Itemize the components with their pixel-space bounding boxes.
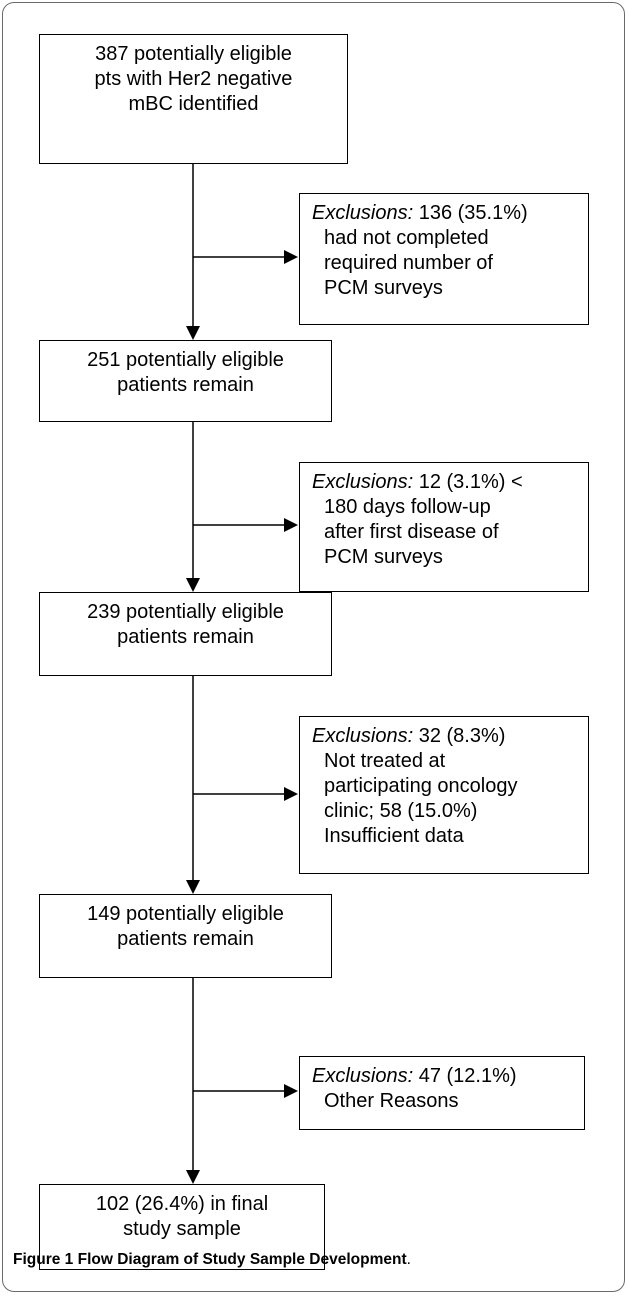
down-arrowheads bbox=[186, 326, 200, 1184]
exclusion-3-label: Exclusions: bbox=[312, 725, 414, 747]
exclusion-4-first-line: Exclusions: 47 (12.1%) bbox=[312, 1064, 584, 1089]
exclusion-2-first-line: Exclusions: 12 (3.1%) < bbox=[312, 470, 588, 495]
exclusion-box-2: Exclusions: 12 (3.1%) < 180 days follow-… bbox=[299, 462, 589, 592]
step-1-line-3: mBC identified bbox=[128, 93, 259, 115]
exclusion-2-line-3: after first disease of bbox=[324, 521, 499, 543]
arrowhead-right-1 bbox=[284, 250, 298, 264]
arrowhead-right-3 bbox=[284, 787, 298, 801]
step-5-line-2: study sample bbox=[123, 1218, 241, 1240]
arrowhead-right-4 bbox=[284, 1084, 298, 1098]
step-4-line-2: patients remain bbox=[117, 928, 254, 950]
exclusion-2-count: 12 (3.1%) < bbox=[413, 471, 523, 493]
exclusion-2-line-2: 180 days follow-up bbox=[324, 496, 491, 518]
step-box-5: 102 (26.4%) in final study sample bbox=[39, 1184, 325, 1270]
exclusion-box-1: Exclusions: 136 (35.1%) had not complete… bbox=[299, 193, 589, 325]
side-arrows bbox=[193, 256, 286, 1092]
exclusion-2-label: Exclusions: bbox=[312, 471, 414, 493]
arrowhead-down-2 bbox=[186, 578, 200, 592]
figure-caption: Figure 1 Flow Diagram of Study Sample De… bbox=[13, 1251, 411, 1269]
exclusion-3-line-3: participating oncology bbox=[324, 775, 518, 797]
exclusion-4-label: Exclusions: bbox=[312, 1065, 414, 1087]
exclusion-1-first-line: Exclusions: 136 (35.1%) bbox=[312, 201, 588, 226]
exclusion-1-label: Exclusions: bbox=[312, 202, 414, 224]
step-3-line-2: patients remain bbox=[117, 626, 254, 648]
arrowhead-down-4 bbox=[186, 1170, 200, 1184]
step-2-line-1: 251 potentially eligible bbox=[87, 349, 284, 371]
step-box-2: 251 potentially eligible patients remain bbox=[39, 340, 332, 422]
exclusion-3-count: 32 (8.3%) bbox=[413, 725, 506, 747]
arrowhead-down-3 bbox=[186, 880, 200, 894]
step-3-line-1: 239 potentially eligible bbox=[87, 601, 284, 623]
step-1-line-2: pts with Her2 negative bbox=[94, 68, 293, 90]
figure-caption-tail: . bbox=[406, 1251, 411, 1268]
figure-caption-bold: Figure 1 Flow Diagram of Study Sample De… bbox=[13, 1251, 407, 1268]
exclusion-3-line-2: Not treated at bbox=[324, 750, 446, 772]
exclusion-box-3: Exclusions: 32 (8.3%) Not treated at par… bbox=[299, 716, 589, 874]
exclusion-box-4: Exclusions: 47 (12.1%) Other Reasons bbox=[299, 1056, 585, 1130]
exclusion-3-line-4: clinic; 58 (15.0%) bbox=[324, 800, 478, 822]
exclusion-3-line-5: Insufficient data bbox=[324, 825, 464, 847]
step-1-line-1: 387 potentially eligible bbox=[95, 43, 292, 65]
step-2-line-2: patients remain bbox=[117, 374, 254, 396]
arrowhead-down-1 bbox=[186, 326, 200, 340]
exclusion-2-line-4: PCM surveys bbox=[324, 546, 443, 568]
step-box-1: 387 potentially eligible pts with Her2 n… bbox=[39, 34, 348, 164]
exclusion-1-count: 136 (35.1%) bbox=[413, 202, 528, 224]
exclusion-4-count: 47 (12.1%) bbox=[413, 1065, 517, 1087]
exclusion-1-line-2: had not completed bbox=[324, 227, 489, 249]
exclusion-1-line-4: PCM surveys bbox=[324, 277, 443, 299]
step-box-4: 149 potentially eligible patients remain bbox=[39, 894, 332, 978]
step-box-3: 239 potentially eligible patients remain bbox=[39, 592, 332, 676]
side-arrowheads bbox=[284, 250, 298, 1098]
arrowhead-right-2 bbox=[284, 518, 298, 532]
exclusion-3-first-line: Exclusions: 32 (8.3%) bbox=[312, 724, 588, 749]
exclusion-4-line-2: Other Reasons bbox=[324, 1090, 459, 1112]
exclusion-1-line-3: required number of bbox=[324, 252, 493, 274]
step-4-line-1: 149 potentially eligible bbox=[87, 903, 284, 925]
step-5-line-1: 102 (26.4%) in final bbox=[95, 1193, 269, 1215]
